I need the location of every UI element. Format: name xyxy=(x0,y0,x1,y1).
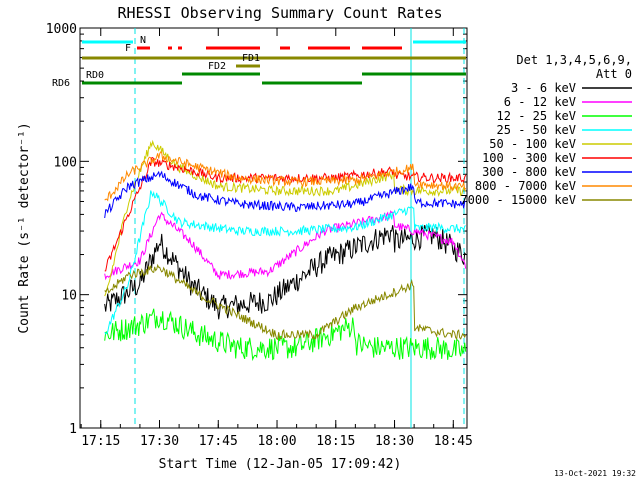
x-tick-label: 18:30 xyxy=(375,434,414,449)
legend-header: Det 1,3,4,5,6,9, xyxy=(516,53,632,67)
series-group xyxy=(104,139,467,362)
series-line xyxy=(104,170,466,219)
flag-label-rd0: RD0 xyxy=(86,70,104,81)
flag-label-rd6: RD6 xyxy=(52,78,70,89)
x-tick-label: 18:00 xyxy=(257,434,296,449)
y-tick-label: 1000 xyxy=(46,22,77,37)
flag-label-fd2: FD2 xyxy=(208,61,226,72)
plot-frame xyxy=(79,27,468,429)
series-line xyxy=(104,224,467,320)
series-line xyxy=(104,308,467,362)
x-tick-label: 17:30 xyxy=(140,434,179,449)
legend-entry: 100 - 300 keV xyxy=(482,151,576,165)
x-tick-label: 17:15 xyxy=(81,434,120,449)
legend-entry: 50 - 100 keV xyxy=(489,137,576,151)
timestamp: 13-Oct-2021 19:32 xyxy=(554,469,636,478)
x-tick-label: 18:15 xyxy=(316,434,355,449)
flag-label-fd1: FD1 xyxy=(242,53,260,64)
series-line xyxy=(104,210,467,281)
series-line xyxy=(104,157,467,272)
series-line xyxy=(104,190,466,335)
series-line xyxy=(104,151,467,202)
y-tick-label: 10 xyxy=(61,289,77,304)
series-line xyxy=(104,139,467,297)
flag-label-f: F xyxy=(125,43,131,54)
legend-header: Att 0 xyxy=(596,67,632,81)
x-tick-label: 18:45 xyxy=(434,434,473,449)
status-flags: NF FD1 FD2 RD0 RD6 xyxy=(52,28,466,428)
axis-ticks: 17:15 17:30 17:45 18:00 18:15 18:30 18:45 1 10 10… xyxy=(46,22,473,449)
series-line xyxy=(104,263,467,341)
legend-entry: 7000 - 15000 keV xyxy=(460,193,576,207)
legend-entry: 25 - 50 keV xyxy=(497,123,576,137)
legend-entry: 12 - 25 keV xyxy=(497,109,576,123)
y-axis-label: Count Rate (s⁻¹ detector⁻¹) xyxy=(17,122,32,333)
x-axis-label: Start Time (12-Jan-05 17:09:42) xyxy=(159,457,402,472)
legend-entry: 300 - 800 keV xyxy=(482,165,576,179)
legend-entry: 3 - 6 keV xyxy=(511,81,576,95)
flag-label-n: N xyxy=(140,35,146,46)
legend-entry: 6 - 12 keV xyxy=(504,95,576,109)
chart-title: RHESSI Observing Summary Count Rates xyxy=(117,4,442,22)
y-tick-label: 1 xyxy=(69,422,77,437)
y-tick-label: 100 xyxy=(54,155,77,170)
legend-entry: 800 - 7000 keV xyxy=(475,179,576,193)
x-tick-label: 17:45 xyxy=(199,434,238,449)
